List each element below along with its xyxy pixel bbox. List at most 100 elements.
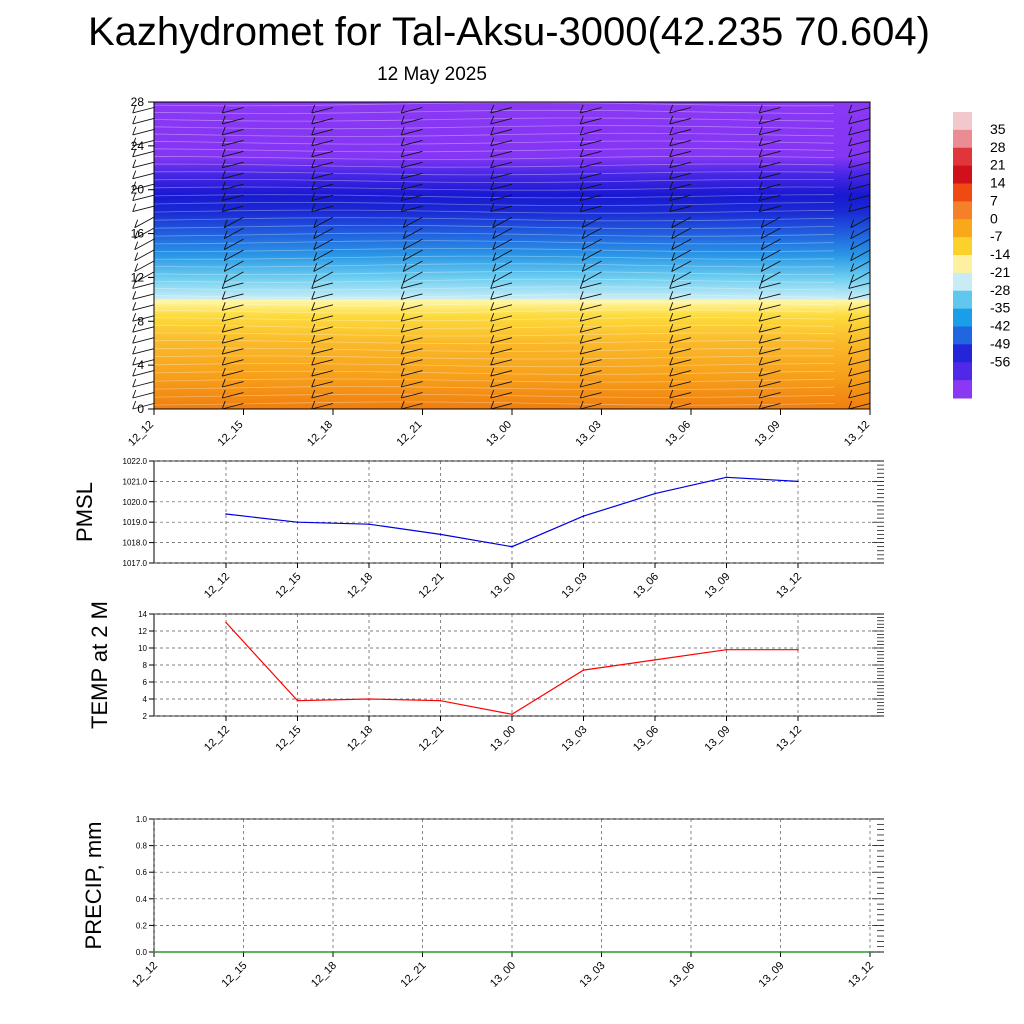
wind-barb-flag xyxy=(758,159,763,168)
wind-barb-flag xyxy=(490,148,495,157)
wind-barb xyxy=(580,117,602,125)
wind-barb-flag xyxy=(581,252,586,261)
x-tick-label: 13_06 xyxy=(667,960,697,990)
colorbar-swatch xyxy=(953,308,972,328)
wind-barb-flag xyxy=(758,356,763,366)
y-tick-label: 20 xyxy=(131,183,145,197)
contour-line xyxy=(153,240,835,245)
wind-barb xyxy=(848,337,871,344)
wind-barb-flag xyxy=(579,356,584,366)
wind-barb-flag xyxy=(490,181,495,190)
wind-barb xyxy=(401,194,423,202)
wind-barb xyxy=(580,205,602,213)
y-tick-label: 2 xyxy=(143,712,148,721)
wind-barb xyxy=(759,194,781,202)
wind-barb-flag xyxy=(490,400,495,410)
wind-barb xyxy=(490,205,513,213)
wind-barb-flag xyxy=(579,389,584,399)
colorbar-label: -14 xyxy=(990,246,1010,262)
wind-barb xyxy=(222,359,244,366)
wind-barb-flag xyxy=(490,378,495,388)
wind-barb-flag xyxy=(311,115,316,125)
wind-barb xyxy=(759,282,781,289)
x-tick-label: 13_12 xyxy=(842,419,872,449)
x-tick-label: 13_03 xyxy=(560,724,590,754)
contour-line xyxy=(153,332,835,337)
x-tick-label: 13_00 xyxy=(488,571,518,601)
wind-barb xyxy=(402,260,423,272)
wind-barb xyxy=(580,403,602,410)
wind-barb-flag xyxy=(579,203,584,212)
wind-barb xyxy=(132,348,155,355)
colorbar-label: 35 xyxy=(990,121,1006,137)
wind-barb-flag xyxy=(669,389,674,399)
wind-barb-flag xyxy=(400,159,405,168)
wind-barb-flag xyxy=(758,345,763,355)
wind-barb xyxy=(759,172,781,180)
wind-barb xyxy=(669,381,692,388)
x-tick-label: 12_15 xyxy=(216,419,246,449)
contour-line xyxy=(153,263,835,268)
wind-barb xyxy=(132,403,155,410)
wind-barb xyxy=(671,260,692,272)
wind-barb-flag xyxy=(311,313,316,322)
wind-barb-flag xyxy=(132,148,137,157)
wind-barb-flag xyxy=(313,263,318,272)
wind-barb-flag xyxy=(221,378,226,388)
wind-barb-flag xyxy=(221,148,226,157)
contour-line xyxy=(153,202,835,206)
contour-line xyxy=(153,347,835,352)
contour-line xyxy=(153,355,834,360)
x-tick-label: 13_09 xyxy=(757,960,787,990)
wind-barb-flag xyxy=(311,192,316,201)
wind-barb xyxy=(132,107,155,114)
y-tick-label: 4 xyxy=(143,695,148,704)
wind-barb xyxy=(490,117,513,125)
wind-barb xyxy=(580,150,602,158)
wind-barb xyxy=(492,249,513,261)
wind-barb xyxy=(669,161,692,169)
wind-barb-flag xyxy=(490,367,495,377)
wind-barb xyxy=(401,381,423,388)
x-tick-label: 13_03 xyxy=(574,419,604,449)
wind-barb-flag xyxy=(579,159,584,168)
wind-barb-flag xyxy=(490,356,495,366)
wind-barb-flag xyxy=(848,335,853,344)
wind-barb xyxy=(490,315,513,322)
wind-barb xyxy=(222,194,244,202)
wind-barb xyxy=(311,337,334,344)
wind-barb-flag xyxy=(669,302,674,311)
wind-barb-flag xyxy=(132,126,137,136)
wind-barb-flag xyxy=(579,291,584,300)
contour-line xyxy=(153,217,835,222)
x-tick-label: 12_15 xyxy=(274,571,304,601)
wind-barb-flag xyxy=(758,291,763,300)
wind-barb-flag xyxy=(492,274,497,283)
wind-barb-flag xyxy=(669,159,674,168)
y-tick-label: 16 xyxy=(131,227,145,241)
wind-barb-flag xyxy=(221,324,226,333)
y-tick-label: 1021.0 xyxy=(123,477,148,486)
wind-barb-flag xyxy=(223,230,228,239)
wind-barb-flag xyxy=(400,400,405,410)
x-tick-label: 13_09 xyxy=(703,724,733,754)
wind-barb-flag xyxy=(579,345,584,355)
wind-barb-flag xyxy=(490,126,495,136)
y-axis-title: PRECIP, mm xyxy=(81,822,106,950)
wind-barb-flag xyxy=(758,324,763,333)
wind-barb xyxy=(759,337,781,344)
wind-barb-flag xyxy=(400,104,405,114)
wind-barb-flag xyxy=(221,192,226,201)
wind-barb-flag xyxy=(669,378,674,388)
colorbar-label: -56 xyxy=(990,353,1010,369)
colorbar-label: 0 xyxy=(990,210,998,226)
wind-barb-flag xyxy=(223,263,228,272)
y-tick-label: 0 xyxy=(137,402,144,416)
wind-barb-flag xyxy=(221,400,226,410)
contour-line xyxy=(153,109,835,114)
wind-barb-flag xyxy=(132,291,137,300)
wind-barb xyxy=(311,150,334,158)
wind-barb-flag xyxy=(579,400,584,410)
wind-barb xyxy=(222,293,244,300)
wind-barb-flag xyxy=(758,148,763,157)
